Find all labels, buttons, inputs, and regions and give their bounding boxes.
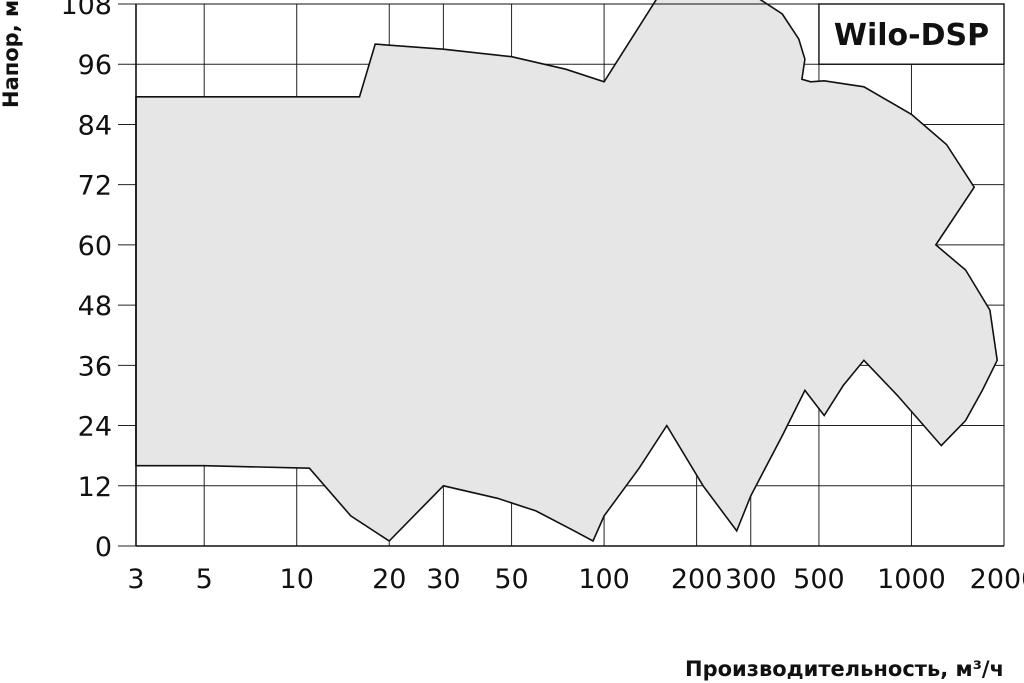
plot-frame bbox=[135, 3, 1005, 547]
x-tick-label: 100 bbox=[578, 564, 630, 595]
x-tick-label: 30 bbox=[426, 564, 460, 595]
x-tick-label: 1000 bbox=[877, 564, 946, 595]
y-tick-label: 36 bbox=[78, 351, 112, 382]
legend-box: Wilo-DSP bbox=[818, 3, 1005, 65]
performance-envelope-area bbox=[135, 0, 999, 543]
y-tick-label: 12 bbox=[78, 472, 112, 503]
y-tick-label: 48 bbox=[78, 291, 112, 322]
x-tick-label: 20 bbox=[372, 564, 406, 595]
y-tick-label: 60 bbox=[78, 231, 112, 262]
y-axis-tick-labels: 0 12 24 36 48 60 72 84 96 108 bbox=[60, 0, 112, 563]
y-tick-label: 24 bbox=[78, 412, 112, 443]
x-tick-label: 5 bbox=[196, 564, 213, 595]
legend-box-frame bbox=[818, 3, 1005, 65]
x-tick-label: 50 bbox=[494, 564, 528, 595]
x-tick-label: 3 bbox=[127, 564, 144, 595]
y-tick-label: 96 bbox=[78, 50, 112, 81]
x-tick-label: 500 bbox=[793, 564, 845, 595]
legend-box-label: Wilo-DSP bbox=[834, 18, 989, 53]
x-tick-label: 300 bbox=[725, 564, 777, 595]
y-axis-label: Напор, м bbox=[0, 0, 23, 108]
y-tick-label: 0 bbox=[95, 532, 112, 563]
y-tick-label: 84 bbox=[78, 110, 112, 141]
y-tick-label: 108 bbox=[60, 0, 112, 21]
y-tick-label: 72 bbox=[78, 171, 112, 202]
x-tick-label: 200 bbox=[671, 564, 723, 595]
x-tick-label: 10 bbox=[280, 564, 314, 595]
x-axis-label: Производительность, м³/ч bbox=[685, 657, 1004, 681]
